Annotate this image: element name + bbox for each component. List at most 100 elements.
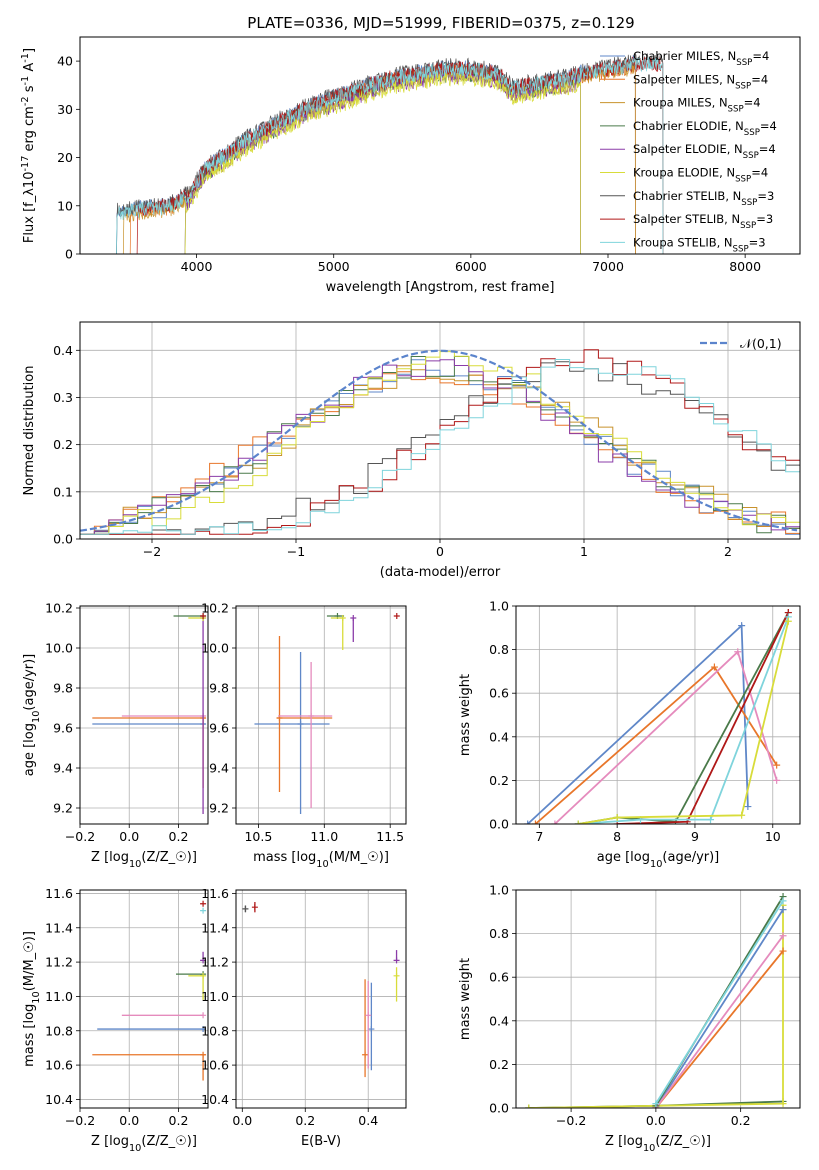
y-tick-label: 0.4 <box>489 729 509 744</box>
legend-entry: Chabrier MILES, NSSP=4 <box>633 49 769 68</box>
y-tick-label: 30 <box>57 102 73 117</box>
y-axis-label: Normed distribution <box>22 366 37 496</box>
weight-point <box>524 820 532 824</box>
x-tick-label: −1 <box>287 544 305 559</box>
x-tick-label: 0.4 <box>358 1113 378 1128</box>
y-tick-label: 0.2 <box>489 1057 509 1072</box>
y-tick-label: 9.2 <box>209 801 229 816</box>
x-tick-label: 0.0 <box>646 1113 666 1128</box>
x-axis-label: Z [log10(Z/Z_☉)] <box>605 1134 711 1154</box>
weight-series-line <box>578 612 790 824</box>
data-point <box>200 613 207 619</box>
weight-series-line <box>578 616 790 824</box>
weight-series-line <box>534 665 778 824</box>
x-tick-label: 10.5 <box>244 829 272 844</box>
x-tick-label: 0.0 <box>119 829 139 844</box>
figure-title: PLATE=0336, MJD=51999, FIBERID=0375, z=0… <box>247 14 634 32</box>
weight-point <box>744 803 752 811</box>
data-point <box>393 972 400 979</box>
x-axis-label: (data-model)/error <box>380 565 501 580</box>
weight-point <box>652 1100 660 1108</box>
legend-entry: Salpeter ELODIE, NSSP=4 <box>633 142 776 161</box>
x-tick-label: 0.2 <box>169 1113 189 1128</box>
axes-frame <box>235 889 407 1109</box>
y-tick-label: 11.0 <box>45 989 73 1004</box>
y-tick-label: 10.0 <box>45 641 73 656</box>
data-point <box>200 1051 207 1058</box>
histogram-series <box>80 359 800 535</box>
x-tick-label: 0 <box>436 544 444 559</box>
y-tick-label: 10 <box>57 198 73 213</box>
x-tick-label: 0.2 <box>295 1113 315 1128</box>
weight-point <box>779 932 787 940</box>
data-point <box>362 1051 369 1058</box>
y-tick-label: 0.3 <box>53 390 73 405</box>
chart-age_vs_Z: −0.2 0.0 0.2 9.2 9.4 9.6 9.8 10.0 10.2 Z [log10(Z… <box>22 601 209 870</box>
legend: 𝒩(0,1) <box>700 336 782 351</box>
weight-point <box>707 816 715 824</box>
y-tick-label: 0.6 <box>489 686 509 701</box>
histogram-series <box>80 356 800 535</box>
data-point <box>365 1012 372 1019</box>
weight-series-line <box>527 623 749 824</box>
x-tick-label: 9 <box>691 829 699 844</box>
data-point <box>200 907 207 914</box>
y-tick-label: 0.2 <box>53 437 73 452</box>
weight-point <box>738 811 746 819</box>
y-tick-label: 0.1 <box>53 484 73 499</box>
y-tick-label: 9.4 <box>209 761 229 776</box>
weight-point <box>531 820 539 824</box>
weight-point <box>779 897 787 905</box>
y-tick-label: 11.0 <box>201 989 229 1004</box>
weight-point <box>784 617 792 625</box>
data-point <box>339 615 346 621</box>
legend-entry: Salpeter STELIB, NSSP=3 <box>633 212 773 231</box>
y-tick-label: 11.4 <box>45 920 73 935</box>
y-tick-label: 10.8 <box>201 1023 229 1038</box>
x-tick-label: 0.0 <box>119 1113 139 1128</box>
y-tick-label: 0.6 <box>489 970 509 985</box>
x-tick-label: 4000 <box>181 259 213 274</box>
chart-weight_vs_age: 7 8 9 10 0.0 0.2 0.4 0.6 0.8 1.0 age [log10(age/yr… <box>458 599 801 870</box>
axes-frame <box>79 605 209 825</box>
weight-point <box>710 663 718 671</box>
y-axis-label: mass weight <box>458 958 473 1040</box>
x-axis-label: E(B-V) <box>301 1134 341 1149</box>
data-point <box>200 972 207 979</box>
y-tick-label: 0.0 <box>53 532 73 547</box>
weight-series-line <box>655 950 784 1108</box>
legend-entry: Salpeter MILES, NSSP=4 <box>633 72 768 91</box>
data-point <box>350 615 357 621</box>
x-tick-label: −2 <box>143 544 161 559</box>
weight-point <box>574 820 582 824</box>
x-tick-label: −0.2 <box>556 1113 586 1128</box>
data-point <box>297 721 304 727</box>
y-tick-label: 10.2 <box>201 601 229 616</box>
y-tick-label: 0 <box>65 247 73 262</box>
x-tick-label: 8 <box>613 829 621 844</box>
axes-frame <box>515 889 801 1109</box>
data-point <box>368 1026 375 1033</box>
weight-point <box>525 1104 533 1108</box>
y-tick-label: 10.4 <box>45 1092 73 1107</box>
x-tick-label: 11.0 <box>310 829 338 844</box>
legend-entry: 𝒩(0,1) <box>740 336 782 351</box>
axes-frame <box>79 36 801 255</box>
y-tick-label: 10.2 <box>45 601 73 616</box>
x-axis-label: wavelength [Angstrom, rest frame] <box>326 280 555 295</box>
y-tick-label: 10.4 <box>201 1092 229 1107</box>
y-tick-label: 11.2 <box>45 955 73 970</box>
y-tick-label: 11.6 <box>45 886 73 901</box>
x-tick-label: 2 <box>724 544 732 559</box>
chart-weight_vs_Z: −0.2 0.0 0.2 0.0 0.2 0.4 0.6 0.8 1.0 Z [log10(Z/Z… <box>458 883 801 1154</box>
weight-point <box>551 820 559 824</box>
chart-residuals: −2 −1 0 1 2 0.0 0.1 0.2 0.3 0.4 (data-model)/error… <box>22 321 801 580</box>
x-tick-label: 11.5 <box>376 829 404 844</box>
y-tick-label: 40 <box>57 54 73 69</box>
x-tick-label: 5000 <box>318 259 350 274</box>
y-tick-label: 0.2 <box>489 773 509 788</box>
x-tick-label: −0.2 <box>65 829 95 844</box>
x-tick-label: 6000 <box>455 259 487 274</box>
x-axis-label: age [log10(age/yr)] <box>597 850 720 870</box>
x-axis-label: Z [log10(Z/Z_☉)] <box>91 850 197 870</box>
